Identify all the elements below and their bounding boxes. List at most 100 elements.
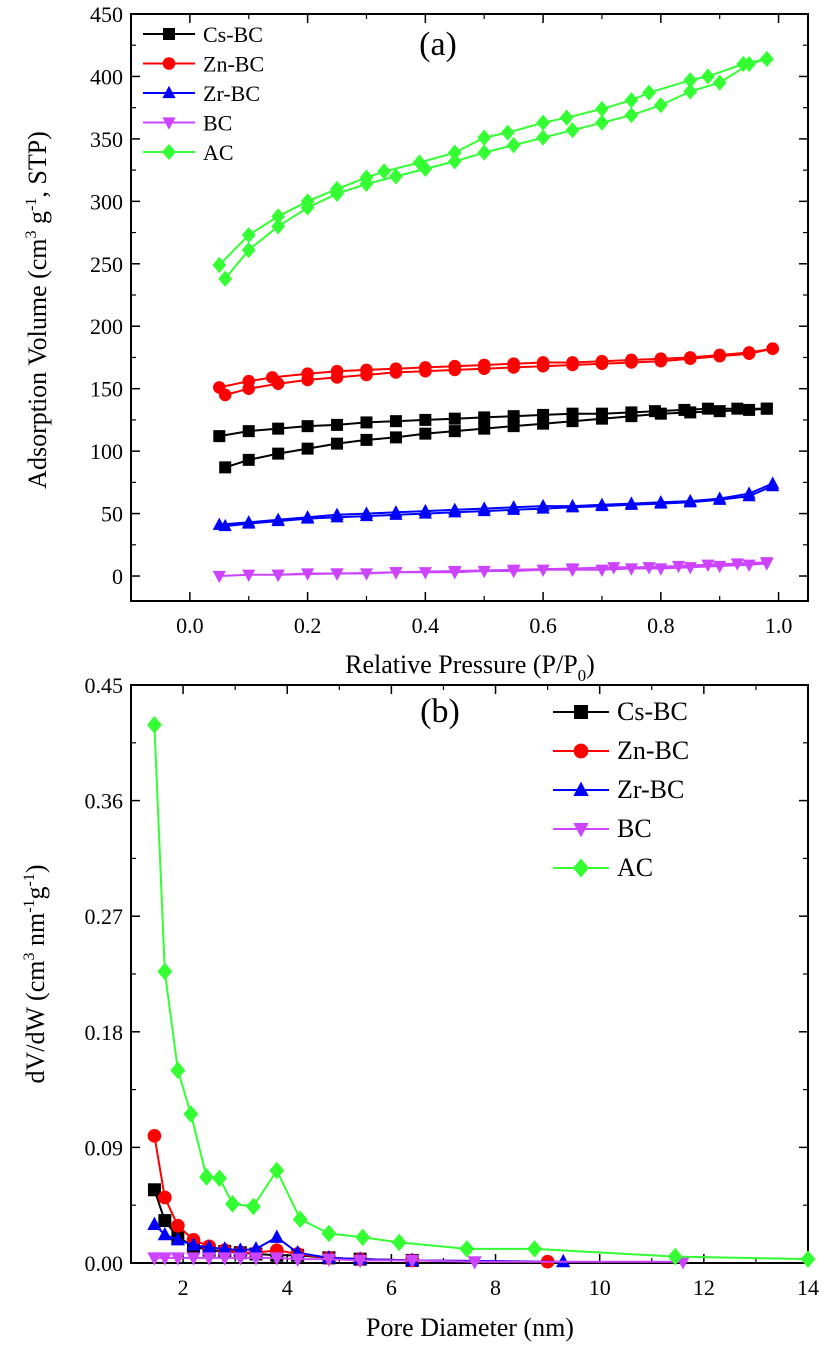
x-tick-label: 12 [693,1275,715,1300]
data-point [301,367,314,380]
data-point [625,353,638,367]
data-point [566,407,579,420]
data-point [536,114,550,131]
data-point [742,486,756,499]
data-point [170,1232,186,1246]
data-point [201,1239,217,1254]
data-point [536,498,550,512]
data-point [667,1247,683,1266]
data-point [170,1061,186,1080]
data-point [389,415,402,428]
panel-a-series [212,50,780,584]
y-tick-label: 300 [90,189,123,214]
data-point [359,506,374,519]
data-point [683,72,698,89]
x-tick-label: 0.6 [529,613,557,638]
y-tick-label: 100 [90,439,123,464]
x-tick-label: 0.0 [176,613,204,638]
data-point [624,496,638,509]
data-point [218,270,233,287]
data-point [654,563,668,576]
data-point [352,1254,368,1269]
data-point [147,1183,161,1197]
data-point [507,420,520,433]
data-point [712,74,727,91]
data-point [556,1253,571,1268]
series-zr-bc [212,476,780,532]
data-point [242,425,255,438]
data-point [419,413,432,426]
data-point [507,564,521,577]
data-point [419,427,432,440]
data-point [360,433,373,446]
data-point [219,461,232,474]
data-point [507,500,521,513]
panel-a-frame [130,13,809,602]
y-tick-label: 0 [112,564,123,589]
legend-marker [572,858,590,878]
data-point [271,512,285,525]
series-ac [212,50,774,287]
data-point [269,1161,285,1180]
data-point [389,505,403,518]
data-point [607,562,621,575]
x-tick-label: 0.4 [412,613,440,638]
data-point [360,363,373,377]
panel-a-y-axis-title: Adsorption Volume (cm3 g-1, STP) [23,131,52,489]
data-point [300,193,315,210]
data-point [265,371,279,384]
data-point [713,560,727,574]
data-point [447,153,462,170]
panel-b-ticks: 2 4 6 8 10 12 14 0.00 0.09 0.18 0.27 0.36 0.45 [85,673,820,1300]
y-tick-label: 0.45 [85,673,124,698]
series-line [278,561,767,576]
x-tick-label: 10 [589,1275,611,1300]
data-point [271,218,286,235]
data-point [507,410,520,423]
data-point [477,129,492,146]
panel-b-x-axis-title: Pore Diameter (nm) [366,1313,574,1342]
data-point [595,354,609,368]
panel-b-y-axis-title: dV/dW (cm3 nm-1g-1) [21,864,50,1083]
data-point [355,1228,371,1247]
data-point [158,1190,172,1205]
data-point [331,418,344,431]
data-point [536,129,550,146]
data-point [559,109,574,126]
panel-b-legend: Cs-BC Zn-BC Zr-BC BC AC [553,697,689,882]
panel-a-ticks: 0.0 0.2 0.4 0.6 0.8 1.0 0 50 100 150 200 250 300 350 4… [90,2,808,638]
legend-marker [162,117,176,130]
data-point [359,169,374,186]
data-point [301,510,315,523]
x-tick-label: 0.2 [294,613,322,638]
data-point [158,1214,172,1228]
data-point [225,1195,241,1213]
data-point [199,1168,214,1186]
data-point [405,1254,420,1269]
data-point [507,357,520,371]
panel-b-label: (b) [420,693,460,730]
data-point [642,562,656,575]
data-point [245,1197,261,1216]
data-point [389,168,403,185]
panel-a-legend: Cs-BC Zn-BC Zr-BC BC AC [143,22,264,165]
data-point [536,356,550,369]
data-point [183,1105,199,1123]
data-point [217,1241,232,1255]
data-point [301,568,315,581]
data-point [213,381,226,394]
data-point [418,567,432,580]
data-point [271,569,285,582]
data-point [241,241,256,259]
data-point [731,402,744,415]
legend-marker [162,143,176,161]
series-ac [146,716,816,1268]
data-point [683,493,697,507]
data-point [477,358,491,372]
data-point [146,716,162,734]
data-point [212,517,226,530]
data-point [377,163,392,180]
data-point [272,447,285,460]
data-point [478,411,491,424]
